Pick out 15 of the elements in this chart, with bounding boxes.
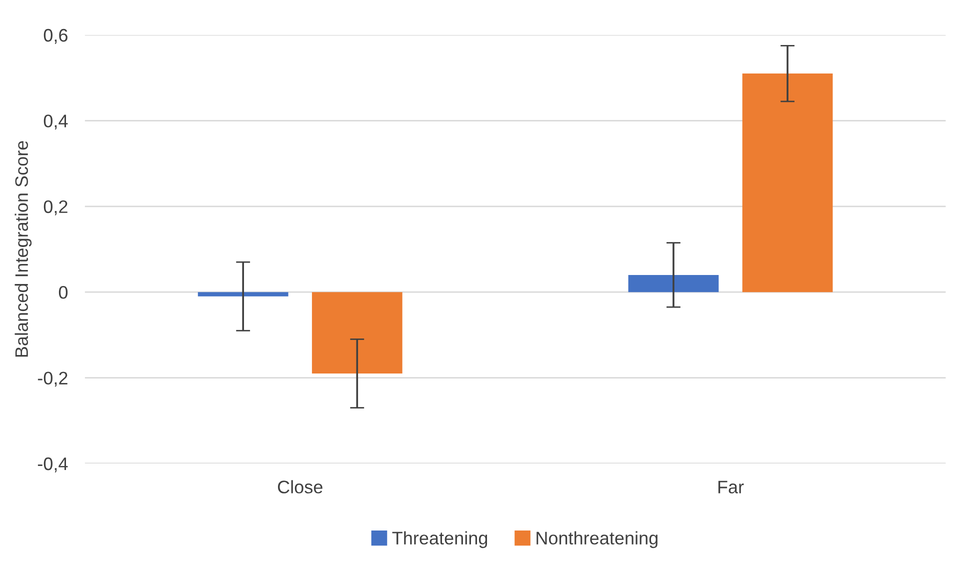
x-tick-label: Far bbox=[718, 480, 744, 494]
legend-label: Nonthreatening bbox=[536, 531, 658, 548]
legend-label: Threatening bbox=[392, 531, 488, 548]
y-tick-label: 0,2 bbox=[44, 200, 68, 216]
y-tick-label: 0 bbox=[58, 286, 68, 299]
x-tick-label: Close bbox=[278, 480, 322, 494]
y-tick-label: 0,4 bbox=[44, 114, 68, 130]
y-tick-label: -0,4 bbox=[38, 457, 68, 472]
bar bbox=[742, 74, 833, 292]
bar bbox=[628, 274, 719, 292]
y-tick-label: -0,2 bbox=[38, 372, 68, 387]
y-axis-title: Balanced Integration Score bbox=[14, 141, 32, 357]
bar bbox=[312, 292, 402, 374]
y-tick-label: 0,6 bbox=[44, 28, 68, 44]
bar bbox=[198, 292, 288, 296]
